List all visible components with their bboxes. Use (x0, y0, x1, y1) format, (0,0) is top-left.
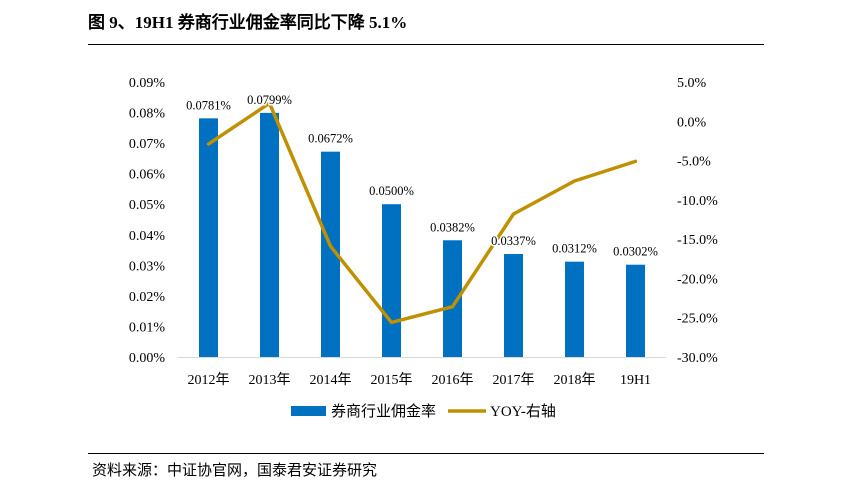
category-label: 2013年 (249, 372, 291, 388)
right-axis-tick-label: -5.0% (677, 155, 711, 170)
left-axis-tick-label: 0.09% (129, 76, 166, 91)
right-axis-tick-label: -20.0% (677, 272, 718, 287)
yoy-line (206, 101, 638, 325)
chart-title: 图 9、19H1 券商行业佣金率同比下降 5.1% (88, 13, 408, 32)
source-note: 资料来源：中证协官网，国泰君安证券研究 (92, 461, 378, 479)
left-axis-tick-label: 0.02% (129, 290, 166, 305)
category-label: 2012年 (188, 372, 230, 388)
bar-data-label: 0.0781% (186, 98, 231, 112)
bar-data-label: 0.0302% (613, 245, 658, 259)
left-axis-tick-label: 0.03% (129, 259, 166, 274)
bar-data-label: 0.0799% (247, 93, 292, 107)
category-label: 2014年 (310, 372, 352, 388)
legend-bar-label: 券商行业佣金率 (331, 403, 436, 420)
bar-data-label: 0.0337% (491, 234, 536, 248)
bar-data-label: 0.0500% (369, 184, 414, 198)
bar-data-label: 0.0312% (552, 242, 597, 256)
left-axis-tick-label: 0.04% (129, 229, 166, 244)
bar-data-label: 0.0382% (430, 220, 475, 234)
bar (321, 151, 340, 357)
bar (443, 240, 462, 357)
bar (260, 112, 279, 357)
left-axis-tick-label: 0.00% (129, 351, 166, 366)
left-axis-tick-label: 0.01% (129, 320, 166, 335)
left-axis-tick-label: 0.05% (129, 198, 166, 213)
left-axis-tick-label: 0.07% (129, 137, 166, 152)
bar (565, 261, 584, 357)
source-divider (88, 453, 764, 454)
category-label: 2018年 (554, 372, 596, 388)
left-axis-tick-label: 0.08% (129, 107, 166, 122)
right-axis-tick-label: -15.0% (677, 233, 718, 248)
bar (504, 254, 523, 357)
right-axis-tick-label: 0.0% (677, 115, 707, 130)
title-divider (88, 44, 764, 45)
bar-data-label: 0.0672% (308, 132, 353, 146)
legend-line-label: YOY-右轴 (490, 403, 556, 420)
right-axis-tick-label: 5.0% (677, 76, 707, 91)
category-label: 2015年 (371, 372, 413, 388)
right-axis-tick-label: -30.0% (677, 351, 718, 366)
bar (382, 204, 401, 357)
bar (626, 264, 645, 357)
left-axis-tick-label: 0.06% (129, 168, 166, 183)
bar (199, 118, 218, 357)
right-axis-tick-label: -25.0% (677, 312, 718, 327)
category-label: 2017年 (493, 372, 535, 388)
category-label: 2016年 (432, 372, 474, 388)
category-label: 19H1 (620, 373, 651, 388)
right-axis-tick-label: -10.0% (677, 194, 718, 209)
legend-bar-swatch (291, 406, 326, 416)
